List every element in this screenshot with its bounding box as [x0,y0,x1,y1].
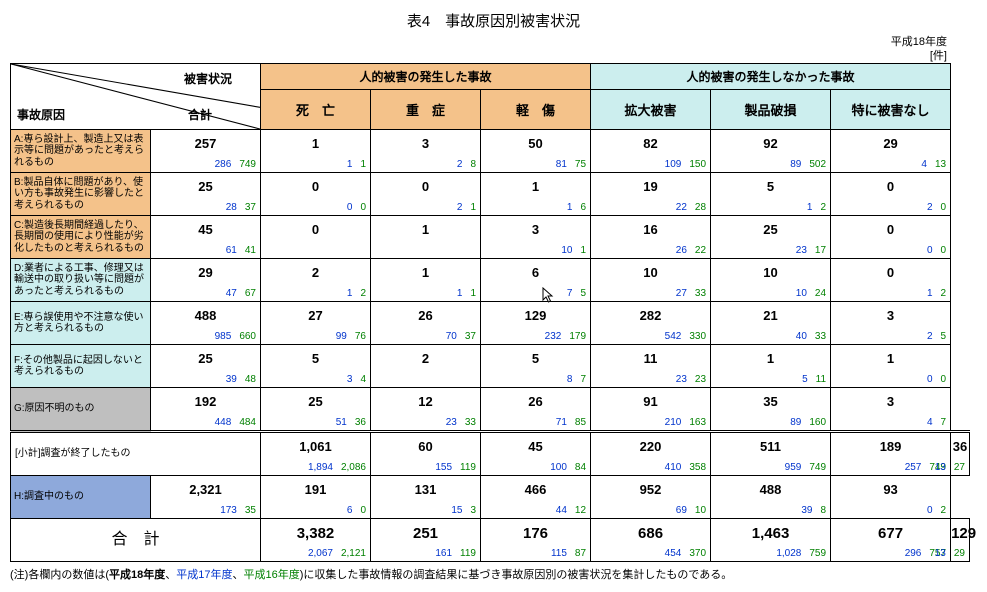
unit-label: [件] [10,47,977,63]
value-cell: 000 [831,216,951,259]
value-cell: 116 [481,173,591,216]
value-cell: 2 [371,345,481,388]
value-cell: 9289502 [711,130,831,173]
header-damage-label: 被害状況 [184,70,232,87]
cause-label: [小計]調査が終了したもの [11,432,261,476]
value-cell: 101024 [711,259,831,302]
value-cell: 91210163 [591,388,711,432]
value-cell: 294767 [151,259,261,302]
value-cell: 1511 [711,345,831,388]
value-cell: 267037 [371,302,481,345]
value-cell: 012 [831,259,951,302]
value-cell: 129232179 [481,302,591,345]
header-cause-label: 事故原因 [17,106,65,123]
value-cell: 111 [261,130,371,173]
value-cell: 189257749 [831,432,951,476]
value-cell: 1,4631,028759 [711,519,831,562]
value-cell: 456141 [151,216,261,259]
data-table: 被害状況 事故原因 合計 人的被害の発生した事故 人的被害の発生しなかった事故 … [10,63,970,562]
header-group-nohuman: 人的被害の発生しなかった事故 [591,64,951,90]
cause-label: A:専ら設計上、製造上又は表示等に問題があったと考えられるもの [11,130,151,173]
cause-label: D:業者による工事、修理又は輸送中の取り扱い等に問題があったと考えられるもの [11,259,151,302]
value-cell: 3,3822,0672,121 [261,519,371,562]
value-cell: 19160 [261,476,371,519]
value-cell: 511959749 [711,432,831,476]
value-cell: 677296757 [831,519,951,562]
value-cell: 220410358 [591,432,711,476]
value-cell: 3101 [481,216,591,259]
value-cell: 282542330 [591,302,711,345]
value-cell: 1291329 [951,519,970,562]
value-cell: 192228 [591,173,711,216]
header-group-human: 人的被害の発生した事故 [261,64,591,90]
col-death: 死 亡 [261,90,371,130]
cause-label: B:製品自体に問題があり、使い方も事故発生に影響したと考えられるもの [11,173,151,216]
value-cell: 100 [831,345,951,388]
value-cell: 102733 [591,259,711,302]
value-cell: 488985660 [151,302,261,345]
header-total-label: 合計 [188,106,212,123]
value-cell: 112323 [591,345,711,388]
value-cell: 9302 [831,476,951,519]
col-minor: 軽 傷 [481,90,591,130]
value-cell: 29413 [831,130,951,173]
value-cell: 82109150 [591,130,711,173]
value-cell: 60155119 [371,432,481,476]
value-cell: 020 [831,173,951,216]
value-cell: 212 [261,259,371,302]
value-cell: 1 [371,216,481,259]
col-expanded: 拡大被害 [591,90,711,130]
value-cell: 2,32117335 [151,476,261,519]
value-cell: 131153 [371,476,481,519]
value-cell: 361327 [951,432,970,476]
value-cell: 686454370 [591,519,711,562]
value-cell: 3589160 [711,388,831,432]
value-cell: 257286749 [151,130,261,173]
value-cell: 488398 [711,476,831,519]
value-cell: 192448484 [151,388,261,432]
col-product: 製品破損 [711,90,831,130]
cause-label: G:原因不明のもの [11,388,151,432]
value-cell: 122333 [371,388,481,432]
cause-label: C:製造後長期間経過したり、長期間の使用により性能が劣化したものと考えられるもの [11,216,151,259]
value-cell: 214033 [711,302,831,345]
value-cell: 587 [481,345,591,388]
value-cell: 252317 [711,216,831,259]
value-cell: 255136 [261,388,371,432]
cause-label: 合 計 [11,519,261,562]
value-cell: 000 [261,173,371,216]
value-cell: 1,0611,8942,086 [261,432,371,476]
value-cell: 279976 [261,302,371,345]
value-cell: 508175 [481,130,591,173]
value-cell: 021 [371,173,481,216]
table-title: 表4 事故原因別被害状況 [10,10,977,31]
value-cell: 675 [481,259,591,302]
value-cell: 111 [371,259,481,302]
cause-label: E:専ら誤使用や不注意な使い方と考えられるもの [11,302,151,345]
cause-label: F:その他製品に起因しないと考えられるもの [11,345,151,388]
value-cell: 534 [261,345,371,388]
value-cell: 512 [711,173,831,216]
value-cell: 17611587 [481,519,591,562]
value-cell: 4510084 [481,432,591,476]
value-cell: 253948 [151,345,261,388]
value-cell: 325 [831,302,951,345]
value-cell: 347 [831,388,951,432]
footnote: (注)各欄内の数値は(平成18年度、平成17年度、平成16年度)に収集した事故情… [10,566,977,582]
value-cell: 9526910 [591,476,711,519]
cause-label: H:調査中のもの [11,476,151,519]
value-cell: 252837 [151,173,261,216]
header-split-cell: 被害状況 事故原因 合計 [11,64,261,130]
value-cell: 267185 [481,388,591,432]
value-cell: 162622 [591,216,711,259]
col-serious: 重 症 [371,90,481,130]
value-cell: 0 [261,216,371,259]
value-cell: 328 [371,130,481,173]
value-cell: 4664412 [481,476,591,519]
col-none: 特に被害なし [831,90,951,130]
value-cell: 251161119 [371,519,481,562]
